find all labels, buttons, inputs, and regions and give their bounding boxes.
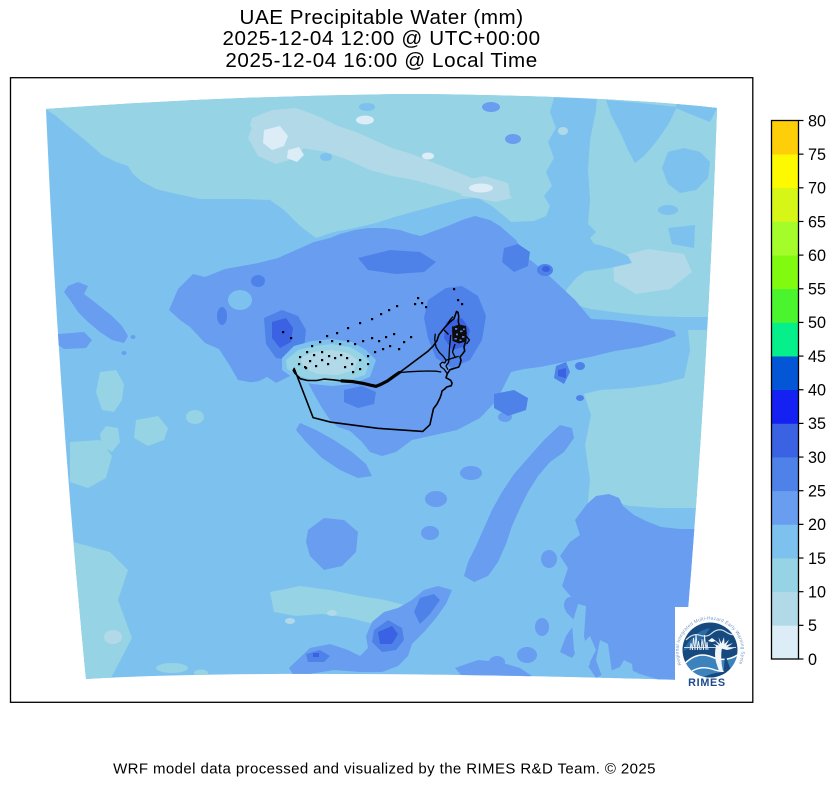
svg-text:70: 70	[808, 180, 826, 198]
svg-text:2025-12-04 12:00 @ UTC+00:00: 2025-12-04 12:00 @ UTC+00:00	[222, 27, 540, 50]
svg-text:UAE Precipitable Water (mm): UAE Precipitable Water (mm)	[240, 6, 524, 29]
svg-text:15: 15	[808, 550, 826, 568]
svg-text:10: 10	[808, 583, 826, 601]
svg-text:40: 40	[808, 382, 826, 400]
svg-text:WRF model data processed and v: WRF model data processed and visualized …	[113, 761, 656, 778]
svg-text:2025-12-04 16:00 @ Local Time: 2025-12-04 16:00 @ Local Time	[225, 49, 538, 72]
svg-text:80: 80	[808, 112, 826, 130]
svg-text:60: 60	[808, 247, 826, 265]
svg-text:50: 50	[808, 314, 826, 332]
svg-text:RIMES: RIMES	[688, 677, 726, 689]
svg-text:0: 0	[808, 651, 817, 669]
svg-text:55: 55	[808, 281, 826, 299]
svg-text:25: 25	[808, 483, 826, 501]
svg-text:35: 35	[808, 415, 826, 433]
svg-text:45: 45	[808, 348, 826, 366]
svg-text:20: 20	[808, 516, 826, 534]
svg-text:65: 65	[808, 213, 826, 231]
svg-text:75: 75	[808, 146, 826, 164]
svg-text:5: 5	[808, 617, 817, 635]
svg-text:30: 30	[808, 449, 826, 467]
